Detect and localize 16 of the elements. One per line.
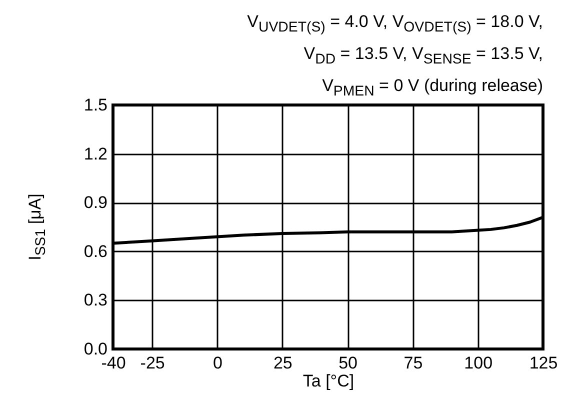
x-tick-label: -25 [140,354,165,372]
x-tick-label: 75 [404,354,423,372]
y-tick-label: 1.2 [84,144,108,164]
text: V$_{PMEN}$ = 0 V (during release) [322,76,543,100]
x-tick-label: 50 [338,354,358,372]
y-tick-label: 0.9 [84,193,108,212]
y-tick-label: 0.3 [84,290,108,310]
x-tick-label: 25 [273,354,292,372]
text: V$_{DD}$ = 13.5 V, V$_{SENSE}$ = 13.5 V, [304,44,543,68]
y-tick-label: 0.6 [84,242,108,261]
x-axis-title: Ta [°C] [302,372,354,390]
x-tick-label: 0 [213,354,222,372]
y-tick-label: 1.5 [84,96,108,114]
text: V$_{UVDET(S)}$ = 4.0 V, V$_{OVDET(S)}$ = 18.0 V, [247,12,543,36]
x-tick-label: 100 [464,354,493,372]
x-tick-label: 125 [529,354,558,372]
